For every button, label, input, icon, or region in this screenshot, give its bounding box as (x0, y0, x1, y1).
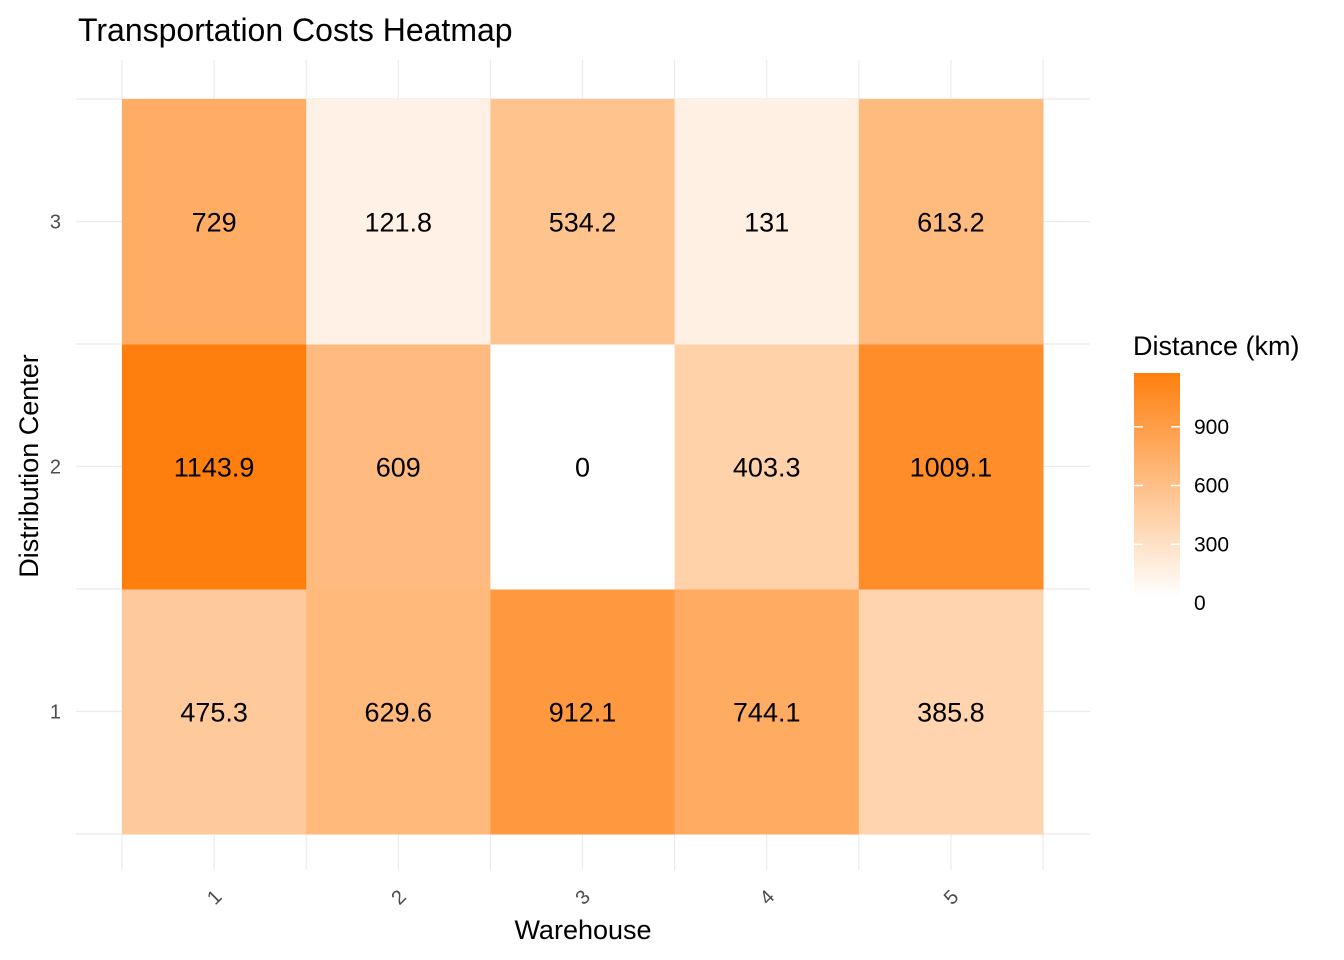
cell-value-label: 1143.9 (174, 453, 255, 483)
cell-value-label: 629.6 (365, 698, 433, 728)
heatmap-cell (306, 344, 491, 590)
x-tick-label: 3 (571, 886, 594, 909)
cell-value-label: 121.8 (365, 208, 433, 238)
heatmap-cells (122, 99, 1044, 835)
heatmap-cell (858, 589, 1044, 835)
cell-value-label: 131 (744, 208, 789, 238)
legend: Distance (km) 0 300 600 900 (1133, 331, 1300, 615)
heatmap-cell (674, 99, 860, 345)
legend-ticks: 0 300 600 900 (1134, 416, 1229, 615)
x-axis-ticks: 1 2 3 4 5 (203, 886, 963, 909)
cell-value-label: 385.8 (917, 698, 985, 728)
y-tick-label: 1 (50, 702, 61, 724)
y-axis-title: Distribution Center (14, 354, 44, 578)
cell-value-label: 609 (376, 453, 421, 483)
cell-value-label: 744.1 (733, 698, 801, 728)
y-tick-label: 2 (50, 457, 61, 479)
heatmap-cell (490, 99, 676, 345)
y-axis-ticks: 1 2 3 (50, 212, 61, 724)
heatmap-cell (490, 344, 676, 590)
cell-value-label: 912.1 (549, 698, 617, 728)
cell-labels: 475.3 629.6 912.1 744.1 385.8 1143.9 609 0 403.3… (174, 208, 992, 728)
cell-value-label: 475.3 (180, 698, 248, 728)
heatmap-cell (490, 589, 676, 835)
heatmap-cell (674, 344, 860, 590)
heatmap-cell (858, 99, 1044, 345)
cell-value-label: 729 (192, 208, 237, 238)
x-tick-label: 2 (387, 886, 410, 909)
legend-tick-label: 0 (1194, 592, 1206, 615)
legend-title: Distance (km) (1133, 331, 1300, 361)
cell-value-label: 613.2 (917, 208, 985, 238)
legend-tick-label: 600 (1194, 475, 1229, 498)
chart-title: Transportation Costs Heatmap (78, 12, 513, 48)
heatmap-cell (306, 99, 491, 345)
cell-value-label: 403.3 (733, 453, 801, 483)
cell-value-label: 534.2 (549, 208, 617, 238)
heatmap-cell (674, 589, 860, 835)
x-axis-title: Warehouse (514, 915, 651, 945)
heatmap-cell (858, 344, 1044, 590)
x-tick-label: 5 (940, 886, 963, 909)
cell-value-label: 1009.1 (910, 453, 993, 483)
heatmap-cell (122, 99, 307, 345)
x-tick-label: 4 (756, 886, 779, 909)
heatmap-cell (122, 589, 307, 835)
x-tick-label: 1 (203, 886, 226, 909)
y-tick-label: 3 (50, 212, 61, 234)
heatmap-cell (122, 344, 307, 590)
legend-tick-label: 300 (1194, 533, 1229, 556)
cell-value-label: 0 (575, 453, 590, 483)
heatmap-cell (306, 589, 491, 835)
legend-tick-label: 900 (1194, 416, 1229, 439)
